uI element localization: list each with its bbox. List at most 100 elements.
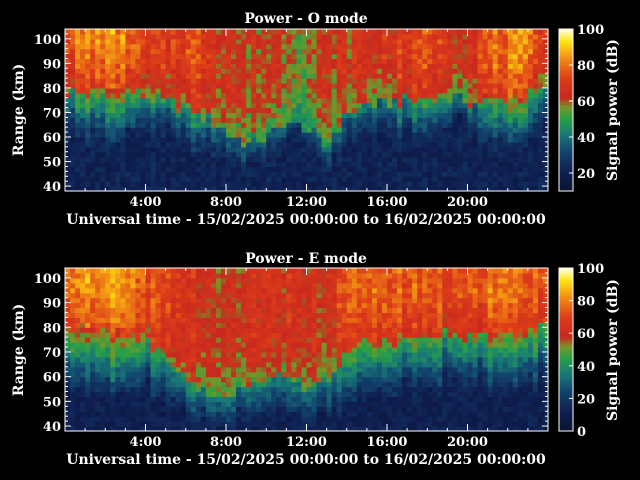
heatmap-cell (306, 181, 313, 187)
heatmap-cell (145, 29, 152, 35)
heatmap-cell (120, 38, 126, 45)
heatmap-cell (215, 186, 222, 192)
heatmap-cell (115, 277, 121, 284)
heatmap-cell (477, 176, 484, 182)
heatmap-cell (266, 426, 272, 432)
heatmap-cell (175, 347, 182, 353)
heatmap-cell (356, 78, 363, 84)
heatmap-cell (236, 137, 242, 143)
heatmap-cell (150, 83, 157, 89)
heatmap-cell (271, 307, 277, 314)
heatmap-cell (527, 132, 534, 138)
heatmap-cell (311, 83, 318, 89)
heatmap-cell (205, 146, 212, 153)
heatmap-cell (85, 401, 91, 407)
heatmap-cell (170, 361, 177, 368)
heatmap-cell (271, 43, 277, 50)
heatmap-cell (306, 43, 313, 50)
heatmap-cell (336, 141, 343, 148)
heatmap-cell (165, 381, 172, 388)
heatmap-cell (100, 73, 106, 79)
heatmap-cell (457, 87, 464, 94)
heatmap-cell (220, 337, 227, 343)
heatmap-cell (427, 92, 433, 99)
heatmap-cell (70, 73, 76, 79)
heatmap-cell (432, 83, 438, 89)
heatmap-cell (175, 287, 182, 294)
heatmap-cell (281, 107, 287, 114)
heatmap-cell (125, 351, 132, 358)
heatmap-cell (326, 63, 333, 69)
heatmap-cell (387, 58, 393, 64)
heatmap-cell (75, 43, 81, 50)
heatmap-cell (281, 83, 287, 89)
heatmap-cell (130, 107, 137, 114)
heatmap-cell (427, 132, 433, 138)
heatmap-cell (135, 391, 142, 398)
heatmap-cell (256, 361, 262, 368)
heatmap-cell (135, 151, 142, 158)
heatmap-cell (301, 327, 308, 333)
heatmap-cell (65, 287, 71, 294)
heatmap-cell (175, 342, 182, 348)
heatmap-cell (75, 156, 81, 163)
heatmap-cell (447, 97, 454, 104)
heatmap-cell (351, 122, 358, 128)
heatmap-cell (195, 381, 202, 388)
heatmap-cell (215, 156, 222, 163)
heatmap-cell (321, 156, 328, 163)
heatmap-cell (150, 406, 157, 412)
heatmap-cell (472, 53, 479, 60)
heatmap-cell (135, 406, 142, 412)
heatmap-cell (522, 132, 529, 138)
heatmap-cell (452, 161, 459, 168)
heatmap-cell (417, 181, 423, 187)
heatmap-cell (296, 292, 303, 299)
heatmap-cell (462, 161, 469, 168)
heatmap-cell (215, 426, 222, 432)
heatmap-cell (85, 78, 91, 84)
heatmap-cell (226, 322, 232, 328)
colorbar-segment (559, 185, 573, 189)
heatmap-cell (346, 43, 353, 50)
heatmap-cell (291, 176, 298, 182)
heatmap-cell (276, 361, 282, 368)
heatmap-cell (185, 426, 192, 432)
heatmap-cell (195, 132, 202, 138)
heatmap-cell (115, 361, 121, 368)
colorbar-segment (559, 112, 573, 116)
heatmap-cell (437, 38, 443, 45)
heatmap-cell (175, 396, 182, 402)
heatmap-cell (276, 421, 282, 427)
heatmap-cell (105, 141, 111, 148)
heatmap-cell (522, 112, 529, 118)
heatmap-cell (200, 73, 207, 79)
heatmap-cell (205, 171, 212, 177)
heatmap-cell (392, 63, 398, 69)
heatmap-cell (381, 176, 388, 182)
heatmap-cell (477, 38, 484, 45)
heatmap-cell (95, 268, 101, 274)
heatmap-cell (321, 87, 328, 94)
heatmap-cell (90, 38, 96, 45)
heatmap-cell (150, 102, 157, 109)
heatmap-cell (271, 38, 277, 45)
heatmap-cell (190, 307, 197, 314)
heatmap-cell (407, 166, 413, 172)
heatmap-cell (231, 127, 237, 133)
heatmap-cell (140, 137, 147, 143)
heatmap-cell (266, 87, 272, 94)
heatmap-cell (512, 73, 519, 79)
heatmap-cell (266, 33, 272, 40)
heatmap-cell (271, 292, 277, 299)
heatmap-cell (522, 107, 529, 114)
heatmap-cell (231, 406, 237, 412)
heatmap-cell (175, 317, 182, 323)
heatmap-cell (301, 391, 308, 398)
heatmap-cell (527, 156, 534, 163)
heatmap-cell (301, 337, 308, 343)
heatmap-cell (165, 78, 172, 84)
heatmap-cell (125, 411, 132, 417)
heatmap-cell (210, 43, 217, 50)
heatmap-cell (361, 48, 368, 55)
